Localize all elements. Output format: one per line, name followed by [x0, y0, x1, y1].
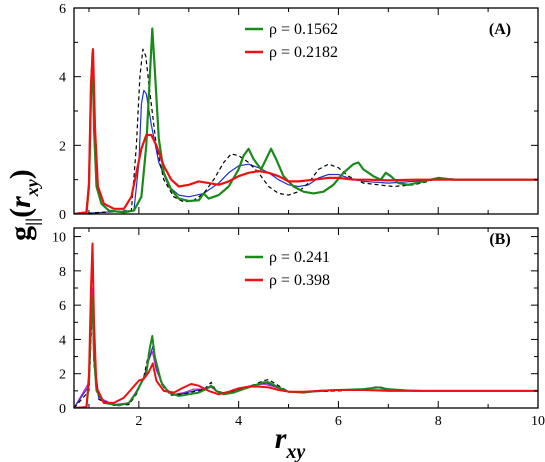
- svg-text:rxy: rxy: [275, 422, 306, 462]
- panel-a: 0 2 4 6 (A) ρ = 0.1562 ρ = 0.2182: [59, 2, 539, 223]
- series-line-1: [74, 48, 538, 214]
- y-tick-label: 0: [59, 208, 66, 223]
- series-line-0: [74, 27, 538, 214]
- y-tick-label: 2: [59, 368, 66, 383]
- x-tick-label: 2: [135, 414, 142, 429]
- series-line-2: [74, 89, 538, 214]
- panel-b: 2 4 6 8 10 0 2 4 6 8 10 (B) ρ = 0.241 ρ = 0.398: [52, 227, 545, 429]
- y-tick-label: 4: [59, 333, 66, 348]
- x-tick-label: 10: [531, 414, 545, 429]
- y-axis-title: g||(rxy): [4, 169, 42, 241]
- y-title-r: r: [4, 196, 37, 208]
- panel-label: (B): [489, 231, 510, 248]
- legend-label: ρ = 0.398: [269, 272, 330, 289]
- y-tick-label: 8: [59, 265, 66, 280]
- y-title-r-sub: xy: [22, 178, 42, 197]
- legend-label: ρ = 0.1562: [269, 21, 338, 38]
- y-tick-label: 4: [59, 71, 66, 86]
- y-tick-label: 2: [59, 139, 66, 154]
- series-group: [74, 242, 538, 408]
- x-tick-label: 8: [435, 414, 442, 429]
- y-tick-label: 6: [59, 299, 66, 314]
- svg-text:g||(rxy): g||(rxy): [4, 169, 42, 241]
- series-line-1: [74, 242, 538, 408]
- y-tick-label: 10: [52, 231, 66, 246]
- x-tick-label: 4: [235, 414, 242, 429]
- y-tick-label: 6: [59, 2, 66, 17]
- y-tick-label: 0: [59, 402, 66, 417]
- x-tick-label: 6: [335, 414, 342, 429]
- series-line-3: [74, 48, 538, 214]
- y-title-g: g: [4, 226, 37, 241]
- plot-frame: [73, 227, 539, 409]
- series-group: [74, 27, 538, 214]
- x-axis-title: rxy: [275, 422, 306, 462]
- legend-label: ρ = 0.2182: [269, 44, 338, 61]
- y-title-sub: ||: [22, 218, 42, 226]
- x-title-sub: xy: [285, 441, 305, 462]
- legend-label: ρ = 0.241: [269, 249, 330, 266]
- x-title-r: r: [275, 422, 287, 455]
- panel-label: (A): [489, 21, 511, 38]
